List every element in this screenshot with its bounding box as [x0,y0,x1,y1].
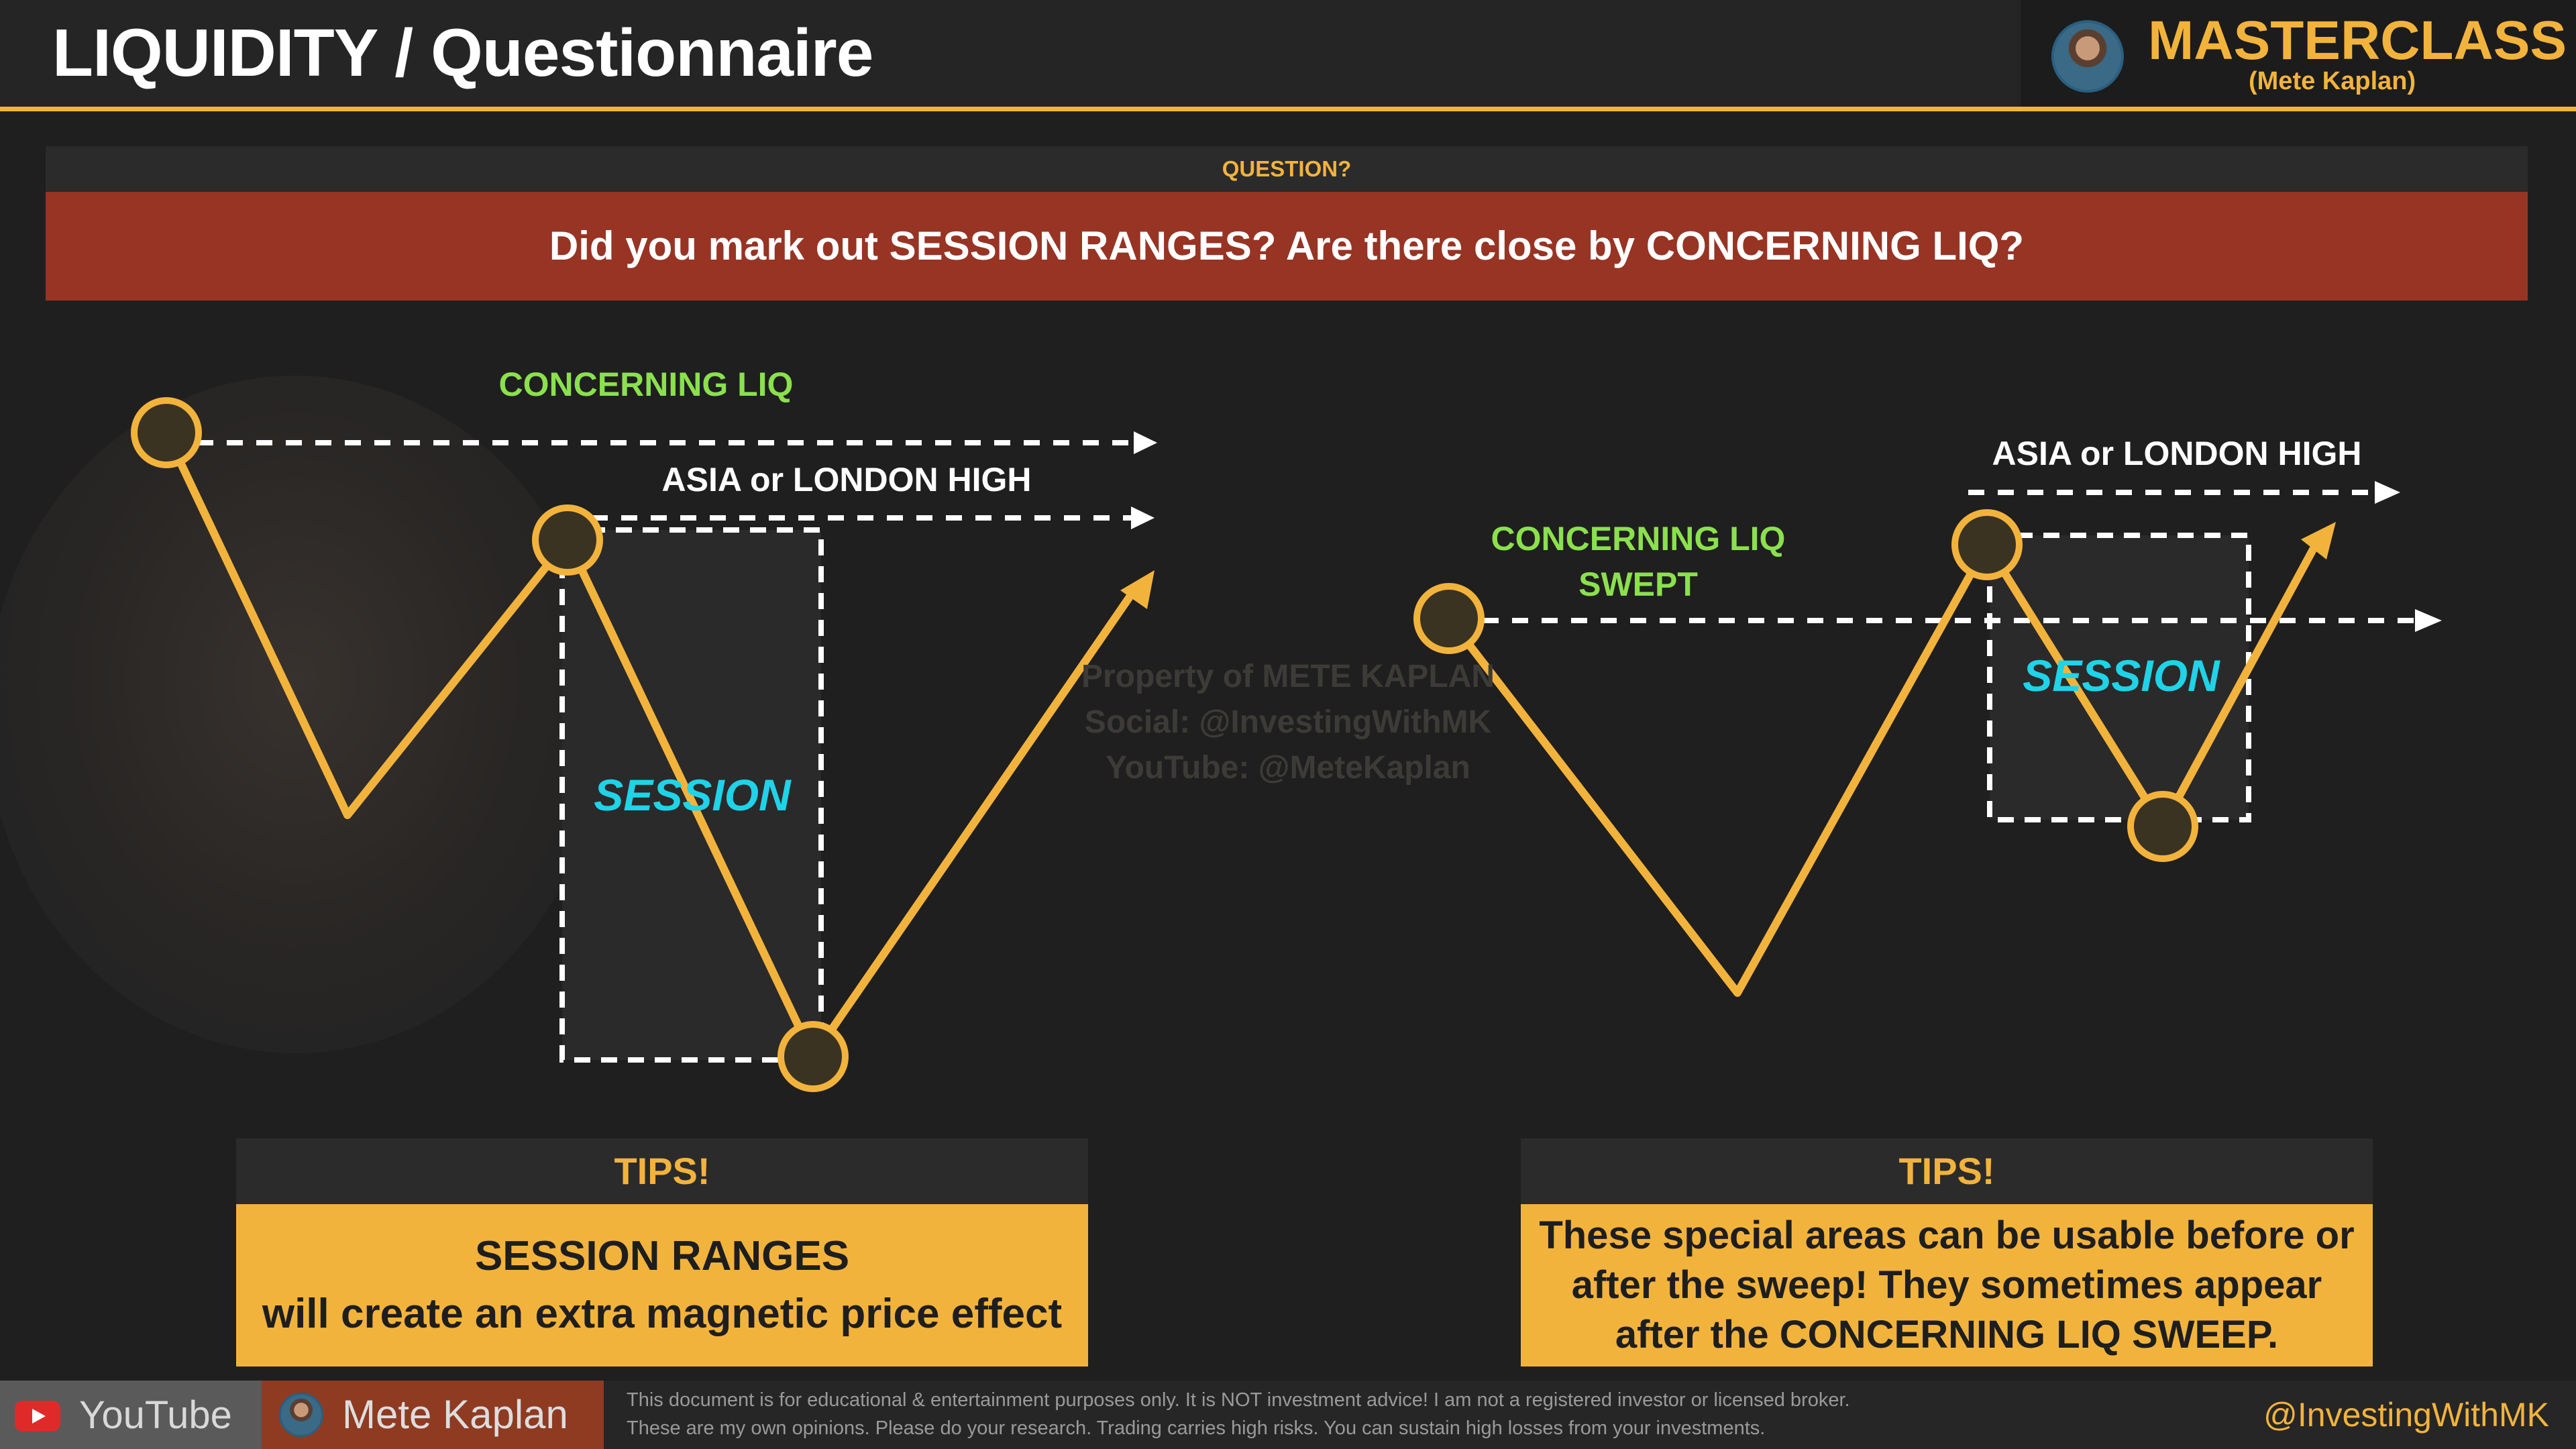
youtube-icon [15,1401,60,1432]
high-arrowhead-right [2375,481,2400,504]
tips-heading-left: TIPS! [236,1138,1088,1204]
youtube-label: YouTube [79,1393,232,1437]
watermark: Property of METE KAPLAN Social: @Investi… [1046,654,1529,791]
concerning-liq-label-left: CONCERNING LIQ [499,366,794,403]
swing-marker-left-2 [532,504,603,576]
concerning-liq-arrowhead-right [2415,609,2442,632]
swing-marker-right-2 [1951,509,2023,580]
youtube-link[interactable]: YouTube [0,1381,262,1449]
swing-marker-left-3 [777,1021,849,1092]
author-link[interactable]: Mete Kaplan [262,1381,604,1449]
watermark-line-2: Social: @InvestingWithMK [1084,704,1492,740]
swing-marker-left-1 [131,397,202,468]
session-label-left: SESSION [594,770,792,820]
header-bar: LIQUIDITY / Questionnaire MASTERCLASS (M… [0,0,2576,111]
watermark-line-3: YouTube: @MeteKaplan [1106,750,1470,786]
avatar [2051,20,2124,93]
tips-body-left: SESSION RANGES will create an extra magn… [236,1204,1088,1366]
tips-box-left: TIPS! SESSION RANGES will create an extr… [236,1138,1088,1366]
tips-right-line-2: after the sweep! They sometimes appear [1571,1263,2322,1307]
question-text: Did you mark out SESSION RANGES? Are the… [46,192,2528,301]
session-label-right: SESSION [2023,651,2220,700]
price-arrowhead-left [1120,570,1155,609]
concerning-liq-label-right-line2: SWEPT [1578,566,1698,603]
watermark-line-1: Property of METE KAPLAN [1081,659,1495,694]
tips-right-line-1: These special areas can be usable before… [1539,1214,2355,1257]
left-diagram: CONCERNING LIQ ASIA or LONDON HIGH SESSI… [131,366,1157,1092]
disclaimer: This document is for educational & enter… [627,1386,1850,1442]
tips-left-line-1: SESSION RANGES [474,1233,850,1279]
tips-right-line-3: after the CONCERNING LIQ SWEEP. [1615,1313,2279,1356]
price-arrowhead-right [2301,522,2336,559]
right-diagram: CONCERNING LIQ SWEPT ASIA or LONDON HIGH… [1413,435,2442,997]
high-arrowhead-left [1131,506,1155,529]
swing-marker-right-1 [1413,583,1485,654]
concerning-liq-label-right-line1: CONCERNING LIQ [1491,520,1786,557]
author-name: Mete Kaplan [342,1392,568,1437]
footer: YouTube Mete Kaplan This document is for… [0,1381,2576,1449]
tips-box-right: TIPS! These special areas can be usable … [1521,1138,2373,1366]
disclaimer-line-2: These are my own opinions. Please do you… [627,1417,1766,1439]
brand-box: MASTERCLASS (Mete Kaplan) [2021,0,2576,107]
high-label-left: ASIA or LONDON HIGH [662,461,1032,498]
high-label-right: ASIA or LONDON HIGH [1992,435,2362,472]
concerning-liq-arrowhead-left [1134,431,1157,454]
brand-subtitle: (Mete Kaplan) [2249,67,2416,95]
disclaimer-line-1: This document is for educational & enter… [627,1389,1850,1411]
swing-marker-right-3 [2127,791,2198,862]
tips-body-right: These special areas can be usable before… [1521,1204,2373,1366]
session-box-right [1987,533,2251,822]
avatar [279,1393,323,1437]
tips-heading-right: TIPS! [1521,1138,2373,1204]
page-title: LIQUIDITY / Questionnaire [52,15,873,91]
social-handle[interactable]: @InvestingWithMK [2263,1396,2549,1434]
brand-title: MASTERCLASS [2148,10,2567,71]
question-label: QUESTION? [46,146,2528,192]
tips-left-line-2: will create an extra magnetic price effe… [262,1291,1063,1337]
